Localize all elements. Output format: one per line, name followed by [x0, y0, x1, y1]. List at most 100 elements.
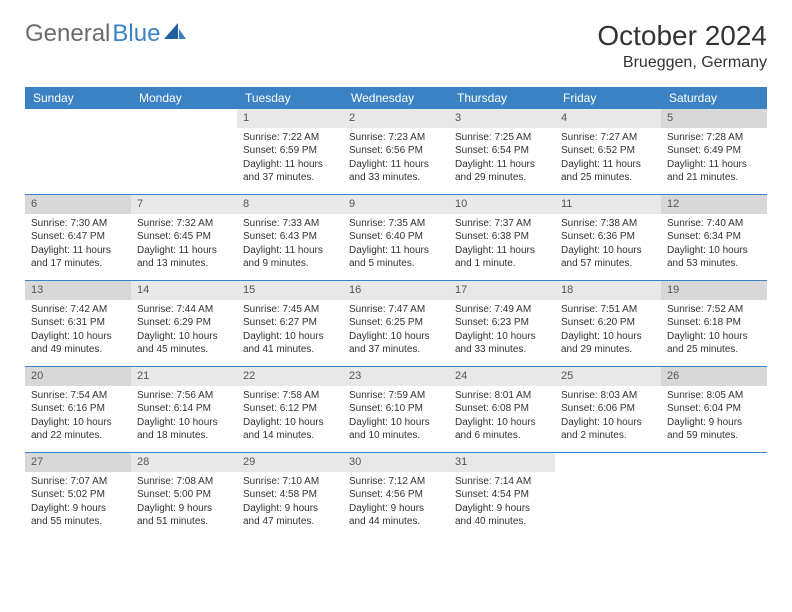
- daylight: Daylight: 10 hours and 53 minutes.: [667, 244, 761, 271]
- sun-info: Sunrise: 7:38 AMSunset: 6:36 PMDaylight:…: [555, 214, 661, 277]
- calendar-grid: SundayMondayTuesdayWednesdayThursdayFrid…: [25, 87, 767, 538]
- sunset: Sunset: 6:14 PM: [137, 402, 231, 416]
- daylight: Daylight: 9 hours and 55 minutes.: [31, 502, 125, 529]
- day-number: 20: [25, 367, 131, 386]
- sunrise: Sunrise: 7:32 AM: [137, 217, 231, 231]
- daylight: Daylight: 10 hours and 29 minutes.: [561, 330, 655, 357]
- sunrise: Sunrise: 7:10 AM: [243, 475, 337, 489]
- sun-info: Sunrise: 7:37 AMSunset: 6:38 PMDaylight:…: [449, 214, 555, 277]
- day-cell: 24Sunrise: 8:01 AMSunset: 6:08 PMDayligh…: [449, 367, 555, 452]
- daylight: Daylight: 11 hours and 21 minutes.: [667, 158, 761, 185]
- day-cell: 23Sunrise: 7:59 AMSunset: 6:10 PMDayligh…: [343, 367, 449, 452]
- sunrise: Sunrise: 7:37 AM: [455, 217, 549, 231]
- daylight: Daylight: 11 hours and 5 minutes.: [349, 244, 443, 271]
- sun-info: Sunrise: 7:42 AMSunset: 6:31 PMDaylight:…: [25, 300, 131, 363]
- daylight: Daylight: 9 hours and 40 minutes.: [455, 502, 549, 529]
- sunrise: Sunrise: 7:23 AM: [349, 131, 443, 145]
- day-cell: 2Sunrise: 7:23 AMSunset: 6:56 PMDaylight…: [343, 109, 449, 194]
- day-number: 24: [449, 367, 555, 386]
- sun-info: Sunrise: 7:56 AMSunset: 6:14 PMDaylight:…: [131, 386, 237, 449]
- day-number: 21: [131, 367, 237, 386]
- sunrise: Sunrise: 7:14 AM: [455, 475, 549, 489]
- sunrise: Sunrise: 7:27 AM: [561, 131, 655, 145]
- day-cell: 25Sunrise: 8:03 AMSunset: 6:06 PMDayligh…: [555, 367, 661, 452]
- sun-info: Sunrise: 7:35 AMSunset: 6:40 PMDaylight:…: [343, 214, 449, 277]
- sunset: Sunset: 6:18 PM: [667, 316, 761, 330]
- day-number: 22: [237, 367, 343, 386]
- day-cell: 7Sunrise: 7:32 AMSunset: 6:45 PMDaylight…: [131, 195, 237, 280]
- sunset: Sunset: 6:08 PM: [455, 402, 549, 416]
- day-number: 31: [449, 453, 555, 472]
- day-cell: 28Sunrise: 7:08 AMSunset: 5:00 PMDayligh…: [131, 453, 237, 538]
- sunset: Sunset: 6:20 PM: [561, 316, 655, 330]
- day-cell: 9Sunrise: 7:35 AMSunset: 6:40 PMDaylight…: [343, 195, 449, 280]
- sunset: Sunset: 6:36 PM: [561, 230, 655, 244]
- sunset: Sunset: 4:56 PM: [349, 488, 443, 502]
- daylight: Daylight: 9 hours and 44 minutes.: [349, 502, 443, 529]
- day-cell: 1Sunrise: 7:22 AMSunset: 6:59 PMDaylight…: [237, 109, 343, 194]
- sunrise: Sunrise: 7:25 AM: [455, 131, 549, 145]
- sunrise: Sunrise: 7:22 AM: [243, 131, 337, 145]
- daylight: Daylight: 10 hours and 57 minutes.: [561, 244, 655, 271]
- day-number: 13: [25, 281, 131, 300]
- day-number: 28: [131, 453, 237, 472]
- sunset: Sunset: 6:34 PM: [667, 230, 761, 244]
- day-number: 18: [555, 281, 661, 300]
- sun-info: Sunrise: 7:32 AMSunset: 6:45 PMDaylight:…: [131, 214, 237, 277]
- sunset: Sunset: 6:12 PM: [243, 402, 337, 416]
- sun-info: Sunrise: 7:54 AMSunset: 6:16 PMDaylight:…: [25, 386, 131, 449]
- daylight: Daylight: 11 hours and 33 minutes.: [349, 158, 443, 185]
- empty-cell: [661, 453, 767, 538]
- sun-info: Sunrise: 7:47 AMSunset: 6:25 PMDaylight:…: [343, 300, 449, 363]
- daylight: Daylight: 11 hours and 9 minutes.: [243, 244, 337, 271]
- sunset: Sunset: 6:10 PM: [349, 402, 443, 416]
- day-number: 23: [343, 367, 449, 386]
- day-cell: 3Sunrise: 7:25 AMSunset: 6:54 PMDaylight…: [449, 109, 555, 194]
- sun-info: Sunrise: 7:07 AMSunset: 5:02 PMDaylight:…: [25, 472, 131, 535]
- sail-icon: [164, 20, 186, 48]
- day-cell: 12Sunrise: 7:40 AMSunset: 6:34 PMDayligh…: [661, 195, 767, 280]
- day-cell: 30Sunrise: 7:12 AMSunset: 4:56 PMDayligh…: [343, 453, 449, 538]
- sunrise: Sunrise: 7:51 AM: [561, 303, 655, 317]
- header: GeneralBlue October 2024 Brueggen, Germa…: [25, 20, 767, 72]
- sunrise: Sunrise: 7:08 AM: [137, 475, 231, 489]
- sun-info: Sunrise: 7:27 AMSunset: 6:52 PMDaylight:…: [555, 128, 661, 191]
- sunrise: Sunrise: 7:44 AM: [137, 303, 231, 317]
- day-cell: 16Sunrise: 7:47 AMSunset: 6:25 PMDayligh…: [343, 281, 449, 366]
- day-cell: 11Sunrise: 7:38 AMSunset: 6:36 PMDayligh…: [555, 195, 661, 280]
- sun-info: Sunrise: 7:40 AMSunset: 6:34 PMDaylight:…: [661, 214, 767, 277]
- sun-info: Sunrise: 7:14 AMSunset: 4:54 PMDaylight:…: [449, 472, 555, 535]
- day-cell: 21Sunrise: 7:56 AMSunset: 6:14 PMDayligh…: [131, 367, 237, 452]
- day-number: 7: [131, 195, 237, 214]
- sunset: Sunset: 6:38 PM: [455, 230, 549, 244]
- calendar-week: 13Sunrise: 7:42 AMSunset: 6:31 PMDayligh…: [25, 281, 767, 367]
- day-number: 29: [237, 453, 343, 472]
- day-number: 16: [343, 281, 449, 300]
- daylight: Daylight: 10 hours and 45 minutes.: [137, 330, 231, 357]
- day-number: 26: [661, 367, 767, 386]
- sunset: Sunset: 6:49 PM: [667, 144, 761, 158]
- day-cell: 31Sunrise: 7:14 AMSunset: 4:54 PMDayligh…: [449, 453, 555, 538]
- sunset: Sunset: 6:06 PM: [561, 402, 655, 416]
- sunrise: Sunrise: 7:35 AM: [349, 217, 443, 231]
- sunrise: Sunrise: 7:30 AM: [31, 217, 125, 231]
- day-cell: 15Sunrise: 7:45 AMSunset: 6:27 PMDayligh…: [237, 281, 343, 366]
- day-number: 11: [555, 195, 661, 214]
- daylight: Daylight: 11 hours and 29 minutes.: [455, 158, 549, 185]
- sunset: Sunset: 6:25 PM: [349, 316, 443, 330]
- day-cell: 8Sunrise: 7:33 AMSunset: 6:43 PMDaylight…: [237, 195, 343, 280]
- daylight: Daylight: 10 hours and 25 minutes.: [667, 330, 761, 357]
- sun-info: Sunrise: 7:58 AMSunset: 6:12 PMDaylight:…: [237, 386, 343, 449]
- day-cell: 13Sunrise: 7:42 AMSunset: 6:31 PMDayligh…: [25, 281, 131, 366]
- day-number: 5: [661, 109, 767, 128]
- calendar-week: 27Sunrise: 7:07 AMSunset: 5:02 PMDayligh…: [25, 453, 767, 538]
- day-cell: 18 Sunrise: 7:51 AMSunset: 6:20 PMDayligh…: [555, 281, 661, 366]
- sunrise: Sunrise: 7:12 AM: [349, 475, 443, 489]
- sunrise: Sunrise: 7:58 AM: [243, 389, 337, 403]
- daylight: Daylight: 9 hours and 51 minutes.: [137, 502, 231, 529]
- title-block: October 2024 Brueggen, Germany: [597, 20, 767, 72]
- daylight: Daylight: 10 hours and 18 minutes.: [137, 416, 231, 443]
- day-number: 6: [25, 195, 131, 214]
- day-number: 3: [449, 109, 555, 128]
- day-number: 8: [237, 195, 343, 214]
